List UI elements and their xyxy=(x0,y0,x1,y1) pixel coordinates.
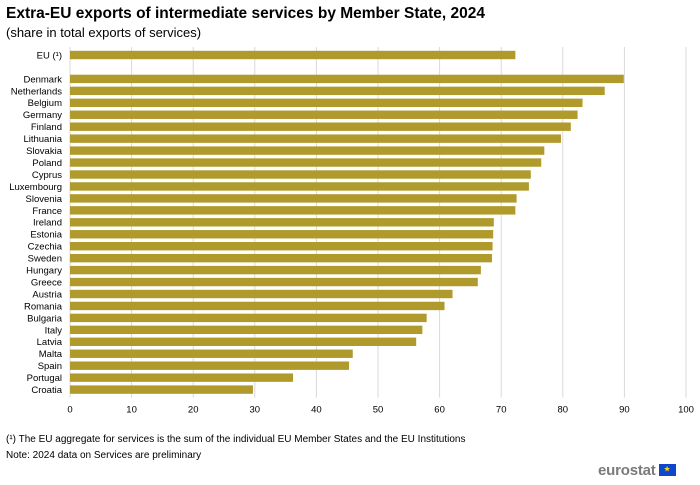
category-label: EU (¹) xyxy=(37,50,62,61)
category-label: Slovakia xyxy=(26,146,63,157)
category-label: Romania xyxy=(24,301,63,312)
eurostat-logo: eurostat ★ xyxy=(598,461,676,479)
eurostat-logo-text: eurostat xyxy=(598,461,656,479)
x-tick-label: 20 xyxy=(188,405,199,416)
bar-denmark xyxy=(70,74,624,84)
x-tick-label: 40 xyxy=(311,405,322,416)
category-label: Poland xyxy=(32,158,62,169)
category-label: Belgium xyxy=(28,98,62,109)
bar-hungary xyxy=(70,265,481,275)
bar-chart: EU (¹) DenmarkNetherlandsBelgiumGermanyFi… xyxy=(9,47,694,416)
x-tick-label: 100 xyxy=(678,405,694,416)
category-label: Ireland xyxy=(33,218,62,229)
category-label: Sweden xyxy=(28,254,62,265)
bar-estonia xyxy=(70,230,494,239)
bar-portugal xyxy=(70,373,293,382)
category-label: Latvia xyxy=(37,337,63,348)
category-label: Netherlands xyxy=(11,86,62,97)
category-label: Germany xyxy=(23,110,62,121)
category-label: Austria xyxy=(32,289,62,300)
category-label: Finland xyxy=(31,122,62,133)
chart-subtitle: (share in total exports of services) xyxy=(6,25,202,40)
bar-czechia xyxy=(70,242,493,251)
footnote-eu-aggregate: (¹) The EU aggregate for services is the… xyxy=(6,434,466,445)
x-tick-label: 80 xyxy=(558,405,569,416)
bar-cyprus xyxy=(70,170,531,179)
bar-romania xyxy=(70,301,445,311)
bar-italy xyxy=(70,325,423,335)
bar-bulgaria xyxy=(70,313,427,323)
x-tick-label: 60 xyxy=(434,405,445,416)
bar-germany xyxy=(70,110,578,119)
bar-eu xyxy=(70,50,516,60)
bar-austria xyxy=(70,289,453,299)
category-label: Greece xyxy=(31,277,62,288)
category-label: Lithuania xyxy=(23,134,62,145)
bar-slovenia xyxy=(70,194,517,203)
chart-title: Extra-EU exports of intermediate service… xyxy=(6,5,485,22)
x-tick-label: 70 xyxy=(496,405,507,416)
category-label: Malta xyxy=(39,349,63,360)
bar-france xyxy=(70,206,516,215)
bars xyxy=(70,50,624,394)
category-label: Slovenia xyxy=(26,194,63,205)
bar-malta xyxy=(70,349,353,358)
bar-sweden xyxy=(70,253,492,263)
bar-poland xyxy=(70,158,542,167)
category-label: Hungary xyxy=(26,266,62,277)
x-tick-label: 90 xyxy=(619,405,630,416)
bar-spain xyxy=(70,361,350,370)
category-label: Luxembourg xyxy=(9,182,62,193)
category-label: Italy xyxy=(45,325,63,336)
bar-ireland xyxy=(70,218,494,227)
x-tick-label: 0 xyxy=(67,405,72,416)
category-label: France xyxy=(32,206,62,217)
bar-latvia xyxy=(70,337,417,346)
category-label: Estonia xyxy=(30,230,62,241)
eu-flag-icon: ★ xyxy=(658,464,676,476)
bar-finland xyxy=(70,122,571,131)
category-label: Croatia xyxy=(31,385,62,396)
bar-luxembourg xyxy=(70,182,529,191)
x-tick-label: 30 xyxy=(250,405,261,416)
category-label: Bulgaria xyxy=(27,313,63,324)
bar-belgium xyxy=(70,98,583,107)
bar-lithuania xyxy=(70,134,561,143)
footnote-preliminary: Note: 2024 data on Services are prelimin… xyxy=(6,450,202,461)
bar-slovakia xyxy=(70,146,545,155)
category-label: Portugal xyxy=(27,373,62,384)
category-label: Cyprus xyxy=(32,170,62,181)
x-tick-label: 50 xyxy=(373,405,384,416)
x-axis-ticks: 0 10 20 30 40 50 60 70 80 90 100 xyxy=(67,405,694,416)
bar-croatia xyxy=(70,385,253,394)
category-label: Denmark xyxy=(23,74,62,85)
category-labels: EU (¹) DenmarkNetherlandsBelgiumGermanyFi… xyxy=(9,50,63,396)
bar-greece xyxy=(70,277,478,287)
bar-netherlands xyxy=(70,86,605,96)
x-tick-label: 10 xyxy=(126,405,137,416)
category-label: Spain xyxy=(38,361,62,372)
category-label: Czechia xyxy=(28,242,63,253)
